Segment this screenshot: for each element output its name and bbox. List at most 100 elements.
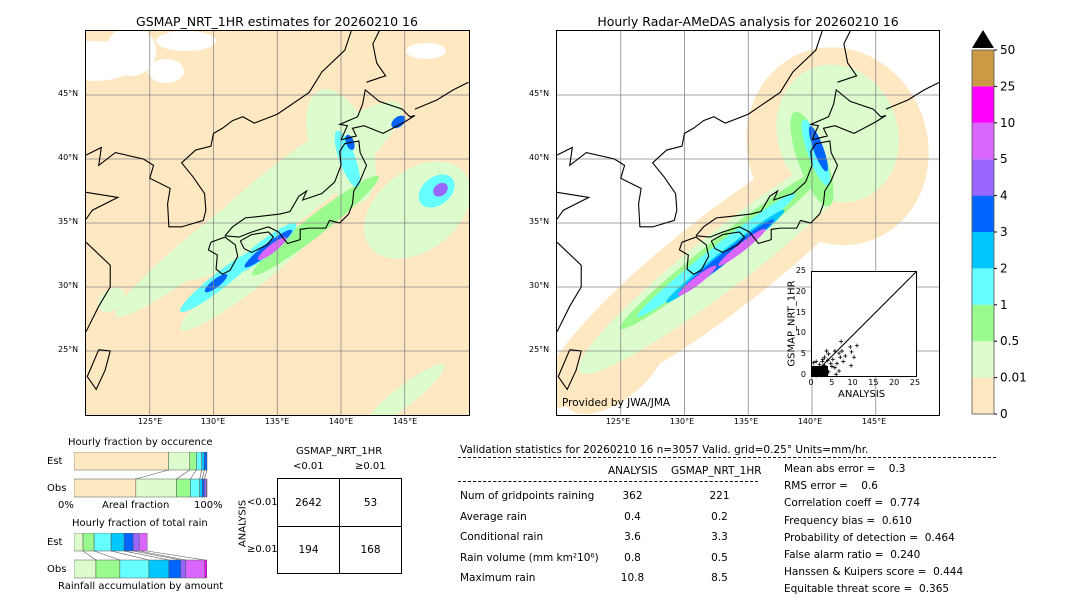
scatter-point xyxy=(849,363,854,368)
coastline xyxy=(557,349,582,391)
scatter-y-tick: 20 xyxy=(795,286,806,296)
stat-label: Maximum rain xyxy=(460,572,536,584)
scatter-point xyxy=(828,361,833,366)
colorbar-segment xyxy=(972,50,994,87)
scatter-y-tick: 5 xyxy=(800,349,806,359)
fraction-segment xyxy=(168,559,182,579)
stat-label: Rain volume (mm km²10⁶) xyxy=(460,551,599,564)
fraction-segment xyxy=(74,533,84,552)
fraction-segment xyxy=(74,559,97,579)
rain-xlabel: Rainfall accumulation by amount xyxy=(58,581,224,592)
total-rain-title: Hourly fraction of total rain xyxy=(72,518,208,529)
rain-area xyxy=(257,237,287,261)
scatter-point xyxy=(849,349,854,354)
scatter-y-tick: 10 xyxy=(795,328,806,338)
lat-tick-label: 45°N xyxy=(58,89,79,98)
lon-tick-label: 130°E xyxy=(669,417,695,426)
coastline xyxy=(239,231,275,254)
lat-tick-label: 25°N xyxy=(58,345,79,354)
scatter-y-tick: 15 xyxy=(795,307,806,317)
scatter-point xyxy=(814,359,819,364)
lon-tick-label: 130°E xyxy=(200,417,226,426)
fraction-segment xyxy=(74,452,169,471)
fraction-segment xyxy=(95,559,121,579)
fraction-segment xyxy=(119,559,150,579)
occurrence-bars xyxy=(74,452,208,498)
lat-tick-label: 40°N xyxy=(529,153,550,162)
scatter-point xyxy=(820,357,825,362)
fraction-segment xyxy=(148,559,170,579)
coastline xyxy=(557,31,823,228)
fraction-segment xyxy=(204,559,207,579)
gsmap-estimate-map xyxy=(85,30,470,416)
scatter-x-tick: 25 xyxy=(909,378,921,387)
fraction-segment xyxy=(123,533,134,552)
lon-tick-label: 135°E xyxy=(264,417,290,426)
coastline xyxy=(678,236,710,275)
coastline xyxy=(207,236,239,275)
fraction-segment xyxy=(168,452,190,471)
rain-area xyxy=(637,193,796,317)
stats-header: Validation statistics for 20260210 16 n=… xyxy=(460,444,869,456)
colorbar-segment xyxy=(972,341,994,378)
score-line: False alarm ratio = 0.240 xyxy=(784,549,921,561)
coastline xyxy=(414,81,469,110)
stat-label: Conditional rain xyxy=(460,531,544,543)
scatter-x-tick: 5 xyxy=(829,378,835,387)
stat-analysis: 0.8 xyxy=(624,551,641,564)
rain-area xyxy=(433,182,448,197)
rain-est-label: Est xyxy=(47,537,63,548)
score-line: Frequency bias = 0.610 xyxy=(784,514,912,527)
colorbar-segment xyxy=(972,304,994,342)
fraction-segment xyxy=(190,478,200,498)
lat-tick-label: 35°N xyxy=(529,217,550,226)
colorbar-segment xyxy=(972,377,994,414)
stat-gsmap: 0.5 xyxy=(711,551,728,564)
coastline xyxy=(86,191,120,220)
fraction-segment xyxy=(201,452,205,471)
fraction-segment xyxy=(202,478,205,498)
lat-tick-label: 30°N xyxy=(58,281,79,290)
scatter-point xyxy=(837,351,842,356)
rain-area xyxy=(391,115,406,129)
lon-tick-label: 125°E xyxy=(137,417,163,426)
scatter-point xyxy=(820,359,825,364)
colorbar-label: 3 xyxy=(1000,225,1008,239)
lon-tick-label: 140°E xyxy=(328,417,354,426)
colorbar-label: 25 xyxy=(1000,79,1015,93)
rain-area xyxy=(252,175,379,276)
scatter-point xyxy=(852,355,857,360)
coastline xyxy=(337,88,416,141)
scatter-point xyxy=(854,343,859,348)
score-line: Correlation coeff = 0.774 xyxy=(784,497,920,510)
scatter-point xyxy=(834,372,839,377)
lat-tick-label: 30°N xyxy=(529,281,550,290)
colorbar-segment xyxy=(972,268,994,305)
lat-tick-label: 40°N xyxy=(58,153,79,162)
scatter-point xyxy=(832,349,837,354)
scatter-point xyxy=(811,360,816,365)
score-line: Hanssen & Kuipers score = 0.444 xyxy=(784,566,964,579)
lon-tick-label: 145°E xyxy=(861,417,887,426)
row-header-lt: <0.01 xyxy=(247,497,278,508)
stat-analysis: 362 xyxy=(622,490,643,502)
occ-est-label: Est xyxy=(47,456,63,467)
fraction-segment xyxy=(82,533,95,552)
fraction-segment xyxy=(138,533,148,552)
scatter-x-tick: 0 xyxy=(808,378,814,387)
stat-gsmap: 221 xyxy=(709,490,730,502)
colorbar-label: 2 xyxy=(1000,261,1008,275)
coastline xyxy=(86,349,111,391)
fraction-segment xyxy=(185,559,205,579)
lon-tick-label: 125°E xyxy=(605,417,631,426)
stat-analysis: 3.6 xyxy=(624,531,641,543)
rain-area xyxy=(204,273,228,293)
contingency-table: 2642 53 194 168 xyxy=(277,478,402,574)
score-line: Probability of detection = 0.464 xyxy=(784,531,955,544)
gsmap-map-canvas xyxy=(86,31,469,415)
score-line: Mean abs error = 0.3 xyxy=(784,463,906,475)
fraction-segment xyxy=(176,478,191,498)
right-map-title: Hourly Radar-AMeDAS analysis for 2026021… xyxy=(597,14,899,29)
coastline xyxy=(710,231,746,254)
lat-tick-label: 45°N xyxy=(529,89,550,98)
